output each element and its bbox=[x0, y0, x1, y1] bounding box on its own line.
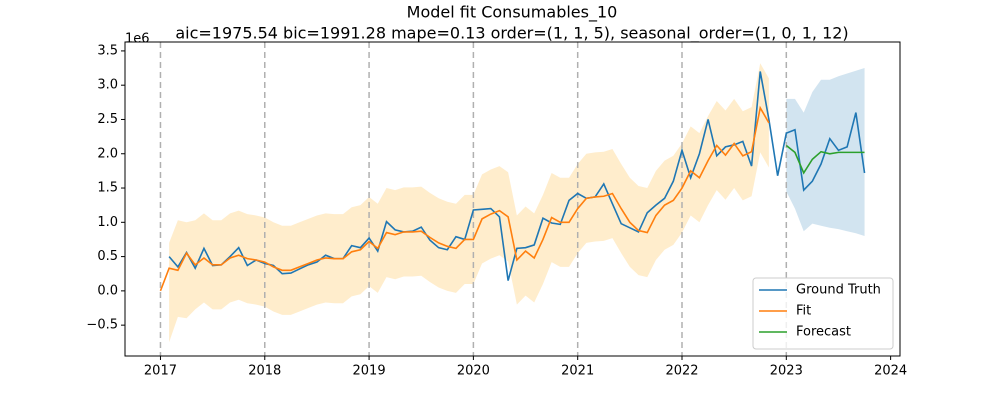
series-line bbox=[159, 105, 770, 292]
series-line bbox=[168, 71, 866, 281]
x-tick-label: 2023 bbox=[770, 364, 803, 379]
y-tick-label: 1.0 bbox=[97, 215, 118, 230]
chart-title: Model fit Consumables_10 bbox=[407, 3, 618, 23]
x-tick-label: 2024 bbox=[874, 364, 907, 379]
y-offset-label: 1e6 bbox=[125, 32, 150, 47]
x-tick-label: 2018 bbox=[248, 364, 281, 379]
y-tick-label: 1.5 bbox=[97, 181, 118, 196]
y-tick-label: −0.5 bbox=[86, 318, 118, 333]
legend-label: Fit bbox=[796, 304, 811, 319]
x-tick-label: 2020 bbox=[457, 364, 490, 379]
legend-label: Forecast bbox=[796, 325, 851, 340]
y-tick-label: 3.5 bbox=[97, 43, 118, 58]
x-tick-label: 2019 bbox=[353, 364, 386, 379]
y-tick-label: 2.5 bbox=[97, 112, 118, 127]
series-line bbox=[785, 144, 865, 175]
legend-label: Ground Truth bbox=[796, 283, 881, 298]
y-tick-label: 3.0 bbox=[97, 78, 118, 93]
x-tick-label: 2021 bbox=[561, 364, 594, 379]
chart-subtitle: aic=1975.54 bic=1991.28 mape=0.13 order=… bbox=[175, 24, 848, 44]
legend-box bbox=[752, 277, 894, 350]
axes-frame bbox=[124, 41, 901, 357]
x-tick-label: 2017 bbox=[144, 364, 177, 379]
x-tick-label: 2022 bbox=[665, 364, 698, 379]
y-tick-label: 0.5 bbox=[97, 249, 118, 264]
y-tick-label: 0.0 bbox=[97, 283, 118, 298]
confidence-band bbox=[169, 63, 769, 343]
y-tick-label: 2.0 bbox=[97, 146, 118, 161]
